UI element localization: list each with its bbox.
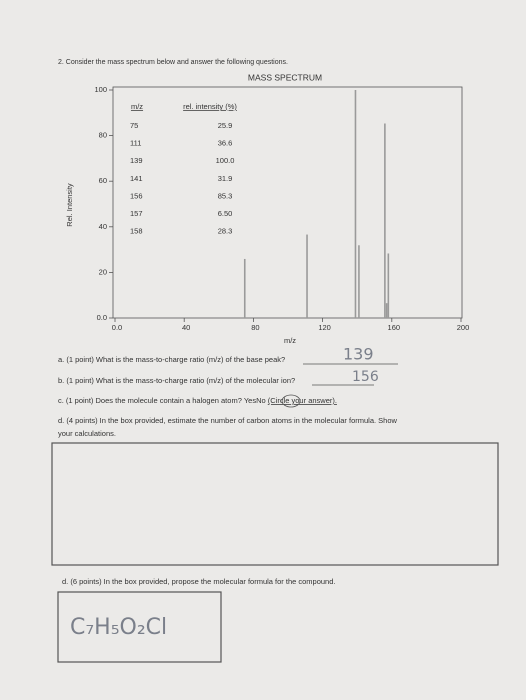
y-tick-label: 60: [99, 176, 107, 185]
table-mz: 111: [130, 139, 141, 148]
answer-circle: [281, 394, 301, 408]
table-mz: 139: [130, 156, 143, 165]
y-tick-label: 100: [94, 85, 107, 94]
x-tick-label: 160: [388, 323, 401, 332]
y-tick-label: 80: [99, 131, 107, 140]
x-tick-label: 200: [457, 323, 470, 332]
table-intensity: 25.9: [218, 121, 233, 130]
question-b: b. (1 point) What is the mass-to-charge …: [58, 376, 295, 385]
table-mz: 158: [130, 227, 143, 236]
x-axis-label: m/z: [284, 336, 296, 345]
table-mz: 75: [130, 121, 138, 130]
question-header: 2. Consider the mass spectrum below and …: [58, 59, 288, 66]
question-a: a. (1 point) What is the mass-to-charge …: [58, 355, 285, 364]
y-tick-label: 40: [99, 222, 107, 231]
x-tick-label: 80: [251, 323, 259, 332]
table-mz: 141: [130, 174, 143, 183]
y-axis-label: Rel. Intensity: [65, 183, 74, 227]
answer-box: [51, 442, 499, 566]
chart-title: MASS SPECTRUM: [248, 72, 322, 82]
x-tick-label: 120: [318, 323, 331, 332]
question-c: c. (1 point) Does the molecule contain a…: [58, 396, 337, 405]
y-tick-label: 20: [99, 267, 107, 276]
answer-b: 156: [352, 369, 379, 385]
y-tick-label: 0.0: [97, 313, 107, 322]
table-intensity: 36.6: [218, 139, 233, 148]
table-intensity: 28.3: [218, 227, 233, 236]
answer-d2: C₇H₅O₂Cl: [70, 615, 167, 640]
x-tick-label: 40: [182, 323, 190, 332]
question-c-text: c. (1 point) Does the molecule contain a…: [58, 396, 242, 405]
option-no: No: [256, 396, 266, 405]
table-intensity: 100.0: [216, 156, 235, 165]
table-intensity: 6.50: [218, 209, 233, 218]
table-intensity: 85.3: [218, 191, 233, 200]
question-c-note: (Circle your answer).: [268, 396, 337, 405]
table-header: rel. intensity (%): [183, 102, 237, 111]
question-d2: d. (6 points) In the box provided, propo…: [62, 577, 336, 586]
plot-frame: [112, 86, 463, 319]
answer-a: 139: [343, 345, 374, 364]
table-intensity: 31.9: [218, 174, 233, 183]
table-mz: 157: [130, 209, 143, 218]
table-header: m/z: [131, 102, 143, 111]
option-yes: Yes: [244, 396, 256, 405]
table-mz: 156: [130, 191, 143, 200]
question-d1: d. (4 points) In the box provided, estim…: [58, 416, 398, 425]
x-tick-label: 0.0: [112, 323, 122, 332]
question-d1: your calculations.: [58, 429, 116, 438]
answer-box: [57, 591, 222, 663]
